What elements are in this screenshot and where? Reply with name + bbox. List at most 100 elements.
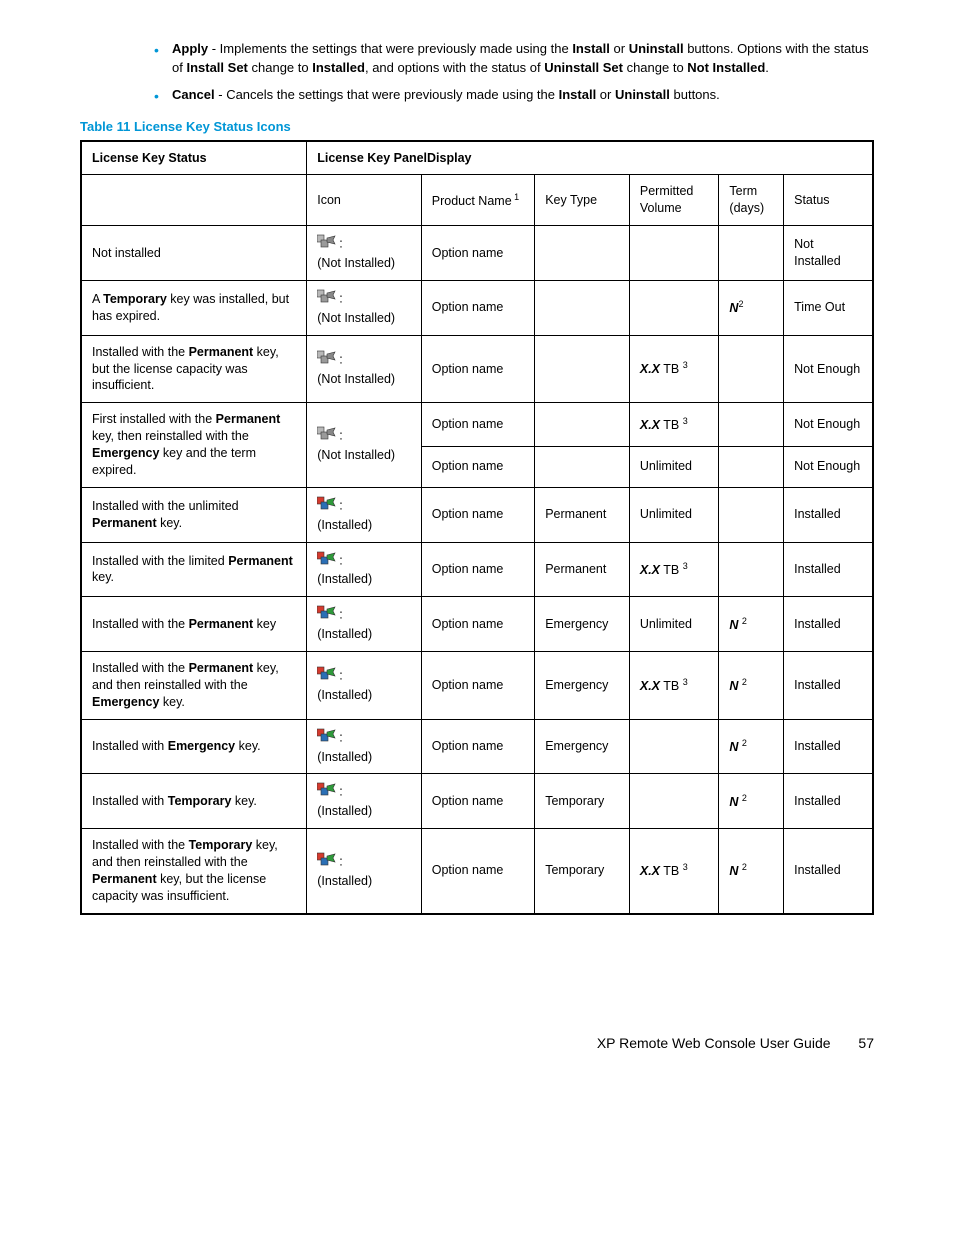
license-key-icon — [317, 350, 337, 371]
table-cell: Option name — [421, 226, 534, 281]
table-cell: N 2 — [719, 719, 784, 774]
subheader-cell: Key Type — [535, 175, 630, 226]
table-cell — [719, 403, 784, 447]
page-footer: XP Remote Web Console User Guide 57 — [80, 1035, 874, 1051]
table-cell: N2 — [719, 280, 784, 335]
subheader-cell: Term (days) — [719, 175, 784, 226]
table-cell: Installed — [784, 829, 873, 914]
table-cell: X.X TB 3 — [629, 652, 719, 720]
status-cell: Installed with Emergency key. — [81, 719, 307, 774]
status-cell: A Temporary key was installed, but has e… — [81, 280, 307, 335]
icon-state-label: (Installed) — [317, 803, 411, 820]
table-caption: Table 11 License Key Status Icons — [80, 119, 874, 134]
status-cell: Installed with the unlimited Permanent k… — [81, 487, 307, 542]
table-cell: Installed — [784, 719, 873, 774]
icon-cell: :(Installed) — [307, 719, 422, 774]
table-row: A Temporary key was installed, but has e… — [81, 280, 873, 335]
table-cell — [535, 403, 630, 447]
footer-title: XP Remote Web Console User Guide — [597, 1035, 831, 1051]
license-key-icon — [317, 551, 337, 572]
license-key-icon — [317, 782, 337, 803]
table-cell — [535, 335, 630, 403]
icon-cell: :(Installed) — [307, 652, 422, 720]
table-cell — [719, 542, 784, 597]
table-cell: X.X TB 3 — [629, 403, 719, 447]
table-cell: Unlimited — [629, 597, 719, 652]
icon-cell: :(Installed) — [307, 597, 422, 652]
table-cell: N 2 — [719, 652, 784, 720]
table-cell: Option name — [421, 446, 534, 487]
icon-cell: :(Not Installed) — [307, 403, 422, 488]
table-cell: X.X TB 3 — [629, 542, 719, 597]
table-row: Installed with the unlimited Permanent k… — [81, 487, 873, 542]
table-cell: Option name — [421, 652, 534, 720]
table-cell: Option name — [421, 335, 534, 403]
icon-state-label: (Installed) — [317, 687, 411, 704]
status-cell: Installed with the Permanent key, and th… — [81, 652, 307, 720]
icon-cell: :(Installed) — [307, 487, 422, 542]
icon-state-label: (Not Installed) — [317, 310, 411, 327]
table-cell — [535, 226, 630, 281]
status-cell: Installed with the limited Permanent key… — [81, 542, 307, 597]
table-row: Not installed :(Not Installed)Option nam… — [81, 226, 873, 281]
table-row: Installed with the limited Permanent key… — [81, 542, 873, 597]
table-cell: Installed — [784, 542, 873, 597]
table-cell: Installed — [784, 652, 873, 720]
table-cell: Not Installed — [784, 226, 873, 281]
table-cell: Emergency — [535, 652, 630, 720]
icon-state-label: (Installed) — [317, 626, 411, 643]
table-cell: N 2 — [719, 774, 784, 829]
status-cell: First installed with the Permanent key, … — [81, 403, 307, 488]
icon-cell: :(Installed) — [307, 829, 422, 914]
table-cell: Option name — [421, 280, 534, 335]
status-cell: Not installed — [81, 226, 307, 281]
table-cell: Option name — [421, 542, 534, 597]
table-cell — [719, 226, 784, 281]
subheader-cell: Icon — [307, 175, 422, 226]
subheader-empty — [81, 175, 307, 226]
license-key-icon — [317, 289, 337, 310]
table-cell: Unlimited — [629, 446, 719, 487]
subheader-cell: Status — [784, 175, 873, 226]
table-cell: Installed — [784, 597, 873, 652]
table-cell: Option name — [421, 829, 534, 914]
icon-state-label: (Not Installed) — [317, 447, 411, 464]
license-key-icon — [317, 666, 337, 687]
table-row: Installed with Emergency key. :(Installe… — [81, 719, 873, 774]
license-table: License Key Status License Key PanelDisp… — [80, 140, 874, 915]
icon-state-label: (Installed) — [317, 873, 411, 890]
table-cell: Option name — [421, 403, 534, 447]
icon-state-label: (Installed) — [317, 749, 411, 766]
table-cell: Not Enough — [784, 403, 873, 447]
bullet-item: Cancel - Cancels the settings that were … — [150, 86, 874, 105]
status-cell: Installed with the Permanent key, but th… — [81, 335, 307, 403]
icon-cell: :(Not Installed) — [307, 335, 422, 403]
table-cell: Permanent — [535, 542, 630, 597]
license-key-icon — [317, 605, 337, 626]
license-key-icon — [317, 234, 337, 255]
table-row: Installed with Temporary key. :(Installe… — [81, 774, 873, 829]
subheader-cell: Product Name 1 — [421, 175, 534, 226]
table-cell — [629, 774, 719, 829]
table-cell: Unlimited — [629, 487, 719, 542]
bullet-list: Apply - Implements the settings that wer… — [150, 40, 874, 105]
icon-cell: :(Installed) — [307, 542, 422, 597]
table-cell — [719, 487, 784, 542]
icon-state-label: (Installed) — [317, 517, 411, 534]
icon-state-label: (Not Installed) — [317, 255, 411, 272]
table-cell: Option name — [421, 719, 534, 774]
table-cell: Temporary — [535, 774, 630, 829]
table-cell: Installed — [784, 774, 873, 829]
status-cell: Installed with the Permanent key — [81, 597, 307, 652]
table-row: Installed with the Temporary key, and th… — [81, 829, 873, 914]
header-license-key-panel: License Key PanelDisplay — [307, 141, 873, 175]
table-cell — [535, 280, 630, 335]
table-cell: Emergency — [535, 597, 630, 652]
icon-state-label: (Not Installed) — [317, 371, 411, 388]
table-cell — [629, 226, 719, 281]
table-cell: X.X TB 3 — [629, 335, 719, 403]
table-cell: Permanent — [535, 487, 630, 542]
license-key-icon — [317, 426, 337, 447]
table-row: Installed with the Permanent key, and th… — [81, 652, 873, 720]
license-key-icon — [317, 496, 337, 517]
